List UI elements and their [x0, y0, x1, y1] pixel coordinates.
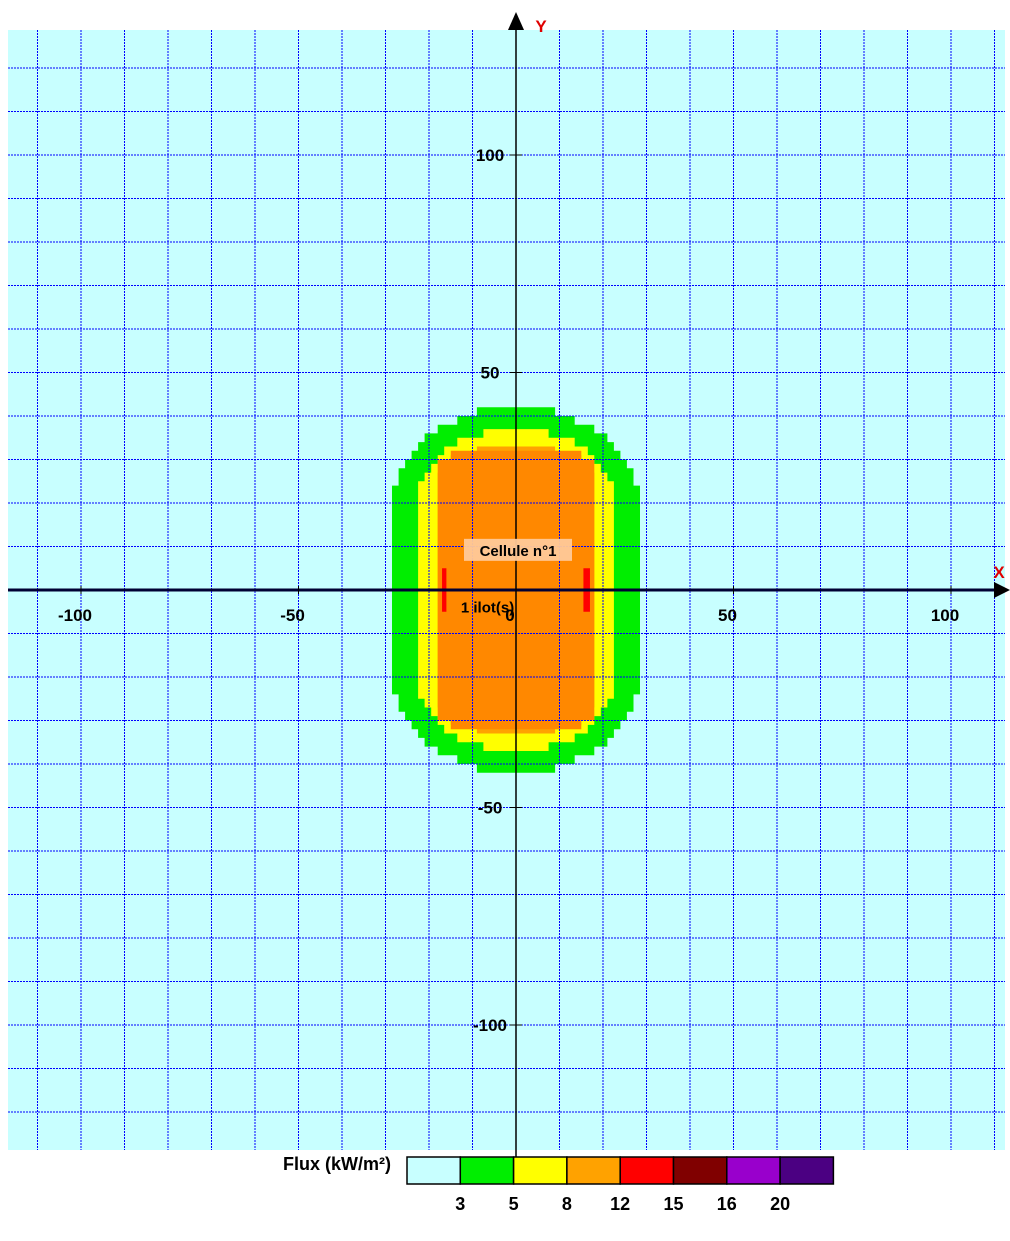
axes — [8, 12, 1010, 1172]
legend: Flux (kW/m²) 3 5 8 12 15 16 20 — [283, 1154, 835, 1214]
legend-swatch-4 — [566, 1156, 621, 1185]
annotations: Cellule n°1 1 ilot(s) — [461, 538, 572, 616]
y-tick-label: -50 — [478, 799, 503, 818]
legend-swatch-6 — [672, 1156, 728, 1185]
x-tick-label: -50 — [280, 606, 305, 625]
x-tick-label: -100 — [58, 606, 92, 625]
cell-label: Cellule n°1 — [480, 543, 557, 560]
legend-swatch-1 — [406, 1156, 462, 1185]
legend-label: 15 — [663, 1194, 683, 1214]
legend-label: 12 — [610, 1194, 630, 1214]
island-count-label: 1 ilot(s) — [461, 599, 514, 616]
x-axis-label: X — [993, 563, 1005, 582]
tick-labels: X Y -100 -50 0 50 100 100 50 -50 -100 — [58, 17, 1005, 1035]
legend-label: 8 — [562, 1194, 572, 1214]
y-axis-label: Y — [535, 17, 547, 36]
legend-title: Flux (kW/m²) — [283, 1154, 391, 1174]
legend-swatch-8 — [779, 1156, 835, 1185]
y-tick-label: 50 — [481, 364, 500, 383]
legend-label: 20 — [770, 1194, 790, 1214]
legend-swatch-7 — [726, 1156, 781, 1185]
legend-label: 5 — [509, 1194, 519, 1214]
legend-label: 3 — [455, 1194, 465, 1214]
x-axis-arrow — [994, 582, 1010, 598]
legend-swatch-3 — [512, 1156, 568, 1185]
legend-label: 16 — [717, 1194, 737, 1214]
y-tick-label: -100 — [473, 1016, 507, 1035]
legend-swatch-5 — [619, 1156, 675, 1185]
x-tick-label: 50 — [718, 606, 737, 625]
y-axis-arrow — [508, 12, 524, 30]
y-tick-label: 100 — [476, 146, 504, 165]
x-tick-label: 100 — [931, 606, 959, 625]
x-tick-label: 0 — [505, 606, 514, 625]
cell-label-background — [464, 538, 572, 561]
legend-swatch-2 — [459, 1156, 515, 1185]
